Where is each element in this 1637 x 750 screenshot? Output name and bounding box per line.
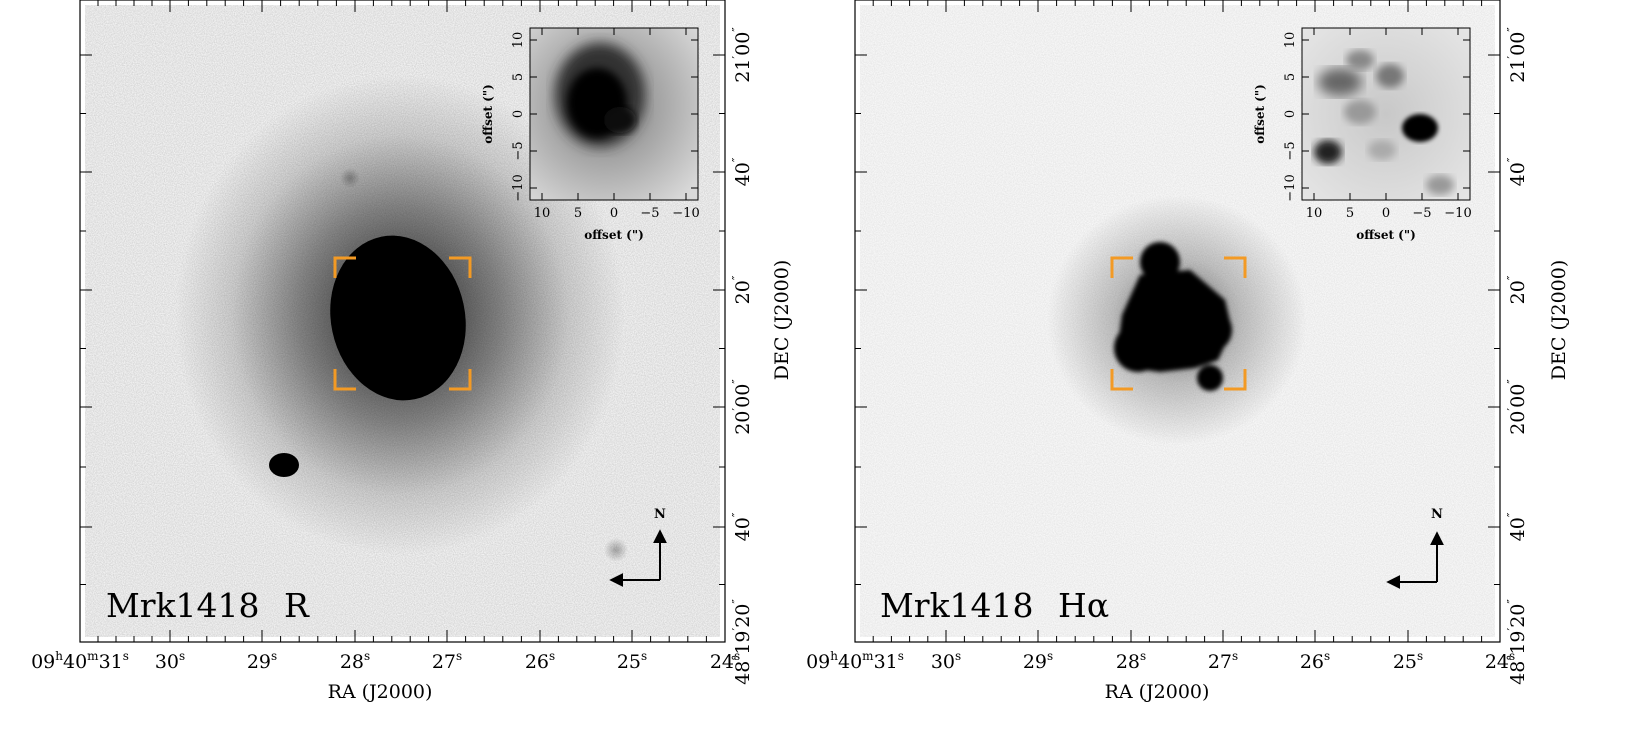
inset-x-tick-label: 0 bbox=[1382, 206, 1390, 221]
ra-tick-label: 30s bbox=[155, 649, 185, 673]
ra-tick-label: 24s bbox=[1485, 649, 1515, 673]
inset-axes: 10 5 0 −5 −10 10 5 0 −5 −10 bbox=[511, 28, 700, 221]
inset-y-tick-label: 5 bbox=[511, 73, 526, 81]
dec-tick-label: 20″ bbox=[1505, 275, 1529, 304]
ra-tick-label: 26s bbox=[525, 649, 555, 673]
ra-tick-label: 27s bbox=[432, 649, 462, 673]
dec-tick-label: 40″ bbox=[730, 512, 754, 541]
dec-tick-label: 20′00″ bbox=[730, 379, 754, 435]
dec-tick-label: 48°19′20″ bbox=[730, 599, 754, 685]
galaxy-image bbox=[85, 5, 720, 637]
companion-source bbox=[269, 453, 299, 477]
ra-axis-label: RA (J2000) bbox=[328, 681, 433, 703]
dec-tick-label: 48°19′20″ bbox=[1505, 599, 1529, 685]
inset-y-tick-label: −5 bbox=[511, 141, 526, 160]
galaxy-core bbox=[330, 235, 466, 401]
inset-y-tick-label: −5 bbox=[1283, 141, 1298, 160]
dec-tick-label: 20′00″ bbox=[1505, 379, 1529, 435]
inset-x-tick-label: −5 bbox=[1412, 206, 1431, 221]
galaxy-core bbox=[1114, 242, 1232, 391]
inset-x-tick-label: −5 bbox=[640, 206, 659, 221]
panel-halpha: 09h40m31s 30s 29s 28s 27s 26s 25s 24s 48°19′20″… bbox=[806, 0, 1570, 703]
compass-north-label: N bbox=[1431, 507, 1443, 522]
inset-y-tick-label: −10 bbox=[511, 174, 526, 201]
inset: 10 5 0 −5 −10 10 5 0 −5 −10 offset (") offset (") bbox=[1253, 27, 1472, 242]
dec-tick-label: 20″ bbox=[730, 275, 754, 304]
inset-x-tick-label: 5 bbox=[574, 206, 582, 221]
panel-label-object: Mrk1418 bbox=[106, 586, 260, 625]
inset-axes: 10 5 0 −5 −10 10 5 0 −5 −10 bbox=[1283, 28, 1472, 221]
panel-label: Mrk1418 R bbox=[106, 586, 310, 625]
ra-tick-label: 24s bbox=[710, 649, 740, 673]
ra-tick-label: 29s bbox=[247, 649, 277, 673]
inset-x-tick-label: 5 bbox=[1346, 206, 1354, 221]
ra-tick-label: 26s bbox=[1300, 649, 1330, 673]
inset-y-label: offset (") bbox=[481, 84, 495, 144]
inset-y-tick-label: 5 bbox=[1283, 73, 1298, 81]
ra-axis-label: RA (J2000) bbox=[1105, 681, 1210, 703]
ra-tick-label: 28s bbox=[340, 649, 370, 673]
panel-label-band: Hα bbox=[1058, 586, 1109, 625]
compass-north-label: N bbox=[654, 507, 666, 522]
inset-x-label: offset (") bbox=[584, 228, 644, 242]
ra-tick-label: 25s bbox=[1393, 649, 1423, 673]
inset-x-tick-label: 10 bbox=[534, 206, 551, 221]
compass: N bbox=[609, 507, 667, 587]
ra-tick-label: 28s bbox=[1116, 649, 1146, 673]
panel-r: 09h40m31s 30s 29s 28s 27s 26s 25s 24s 48°19′20″… bbox=[31, 0, 793, 703]
inset-x-tick-label: −10 bbox=[1444, 206, 1471, 221]
panel-label-object: Mrk1418 bbox=[880, 586, 1034, 625]
inset-x-tick-label: 10 bbox=[1306, 206, 1323, 221]
inset-y-tick-label: 10 bbox=[511, 32, 526, 49]
inset-y-tick-label: 0 bbox=[1283, 110, 1298, 118]
ra-tick-label: 09h40m31s bbox=[806, 649, 904, 673]
inset-region-bracket bbox=[1110, 256, 1247, 391]
dec-tick-label: 21′00″ bbox=[1505, 27, 1529, 83]
dec-axis-label: DEC (J2000) bbox=[1548, 260, 1570, 380]
inset-y-tick-label: 10 bbox=[1283, 32, 1298, 49]
ra-tick-label: 25s bbox=[617, 649, 647, 673]
dec-tick-label: 21′00″ bbox=[730, 27, 754, 83]
inset-region-bracket bbox=[333, 256, 472, 391]
inset-y-label: offset (") bbox=[1253, 84, 1267, 144]
ra-tick-label: 27s bbox=[1208, 649, 1238, 673]
inset-x-label: offset (") bbox=[1356, 228, 1416, 242]
panel-label: Mrk1418 Hα bbox=[880, 586, 1109, 625]
ra-axis: 09h40m31s 30s 29s 28s 27s 26s 25s 24s bbox=[806, 0, 1515, 673]
ra-tick-label: 29s bbox=[1023, 649, 1053, 673]
faint-source bbox=[604, 538, 628, 562]
dec-axis: 48°19′20″ 40″ 20′00″ 20″ 40″ 21′00″ bbox=[80, 27, 754, 685]
panel-label-band: R bbox=[284, 586, 310, 625]
inset: 10 5 0 −5 −10 10 5 0 −5 −10 offset (") offset (") bbox=[481, 27, 700, 242]
dec-axis: 48°19′20″ 40″ 20′00″ 20″ 40″ 21′00″ bbox=[855, 27, 1529, 685]
dec-tick-label: 40″ bbox=[1505, 512, 1529, 541]
inset-y-tick-label: 0 bbox=[511, 110, 526, 118]
dec-tick-label: 40″ bbox=[730, 157, 754, 186]
ra-tick-label: 09h40m31s bbox=[31, 649, 129, 673]
inset-x-tick-label: −10 bbox=[672, 206, 699, 221]
compass: N bbox=[1386, 507, 1444, 589]
ra-tick-label: 30s bbox=[931, 649, 961, 673]
dec-axis-label: DEC (J2000) bbox=[771, 260, 793, 380]
inset-y-tick-label: −10 bbox=[1283, 174, 1298, 201]
ra-axis: 09h40m31s 30s 29s 28s 27s 26s 25s 24s bbox=[31, 0, 740, 673]
inset-frame bbox=[1301, 27, 1471, 201]
inset-x-tick-label: 0 bbox=[610, 206, 618, 221]
dec-tick-label: 40″ bbox=[1505, 157, 1529, 186]
faint-source bbox=[340, 168, 360, 188]
